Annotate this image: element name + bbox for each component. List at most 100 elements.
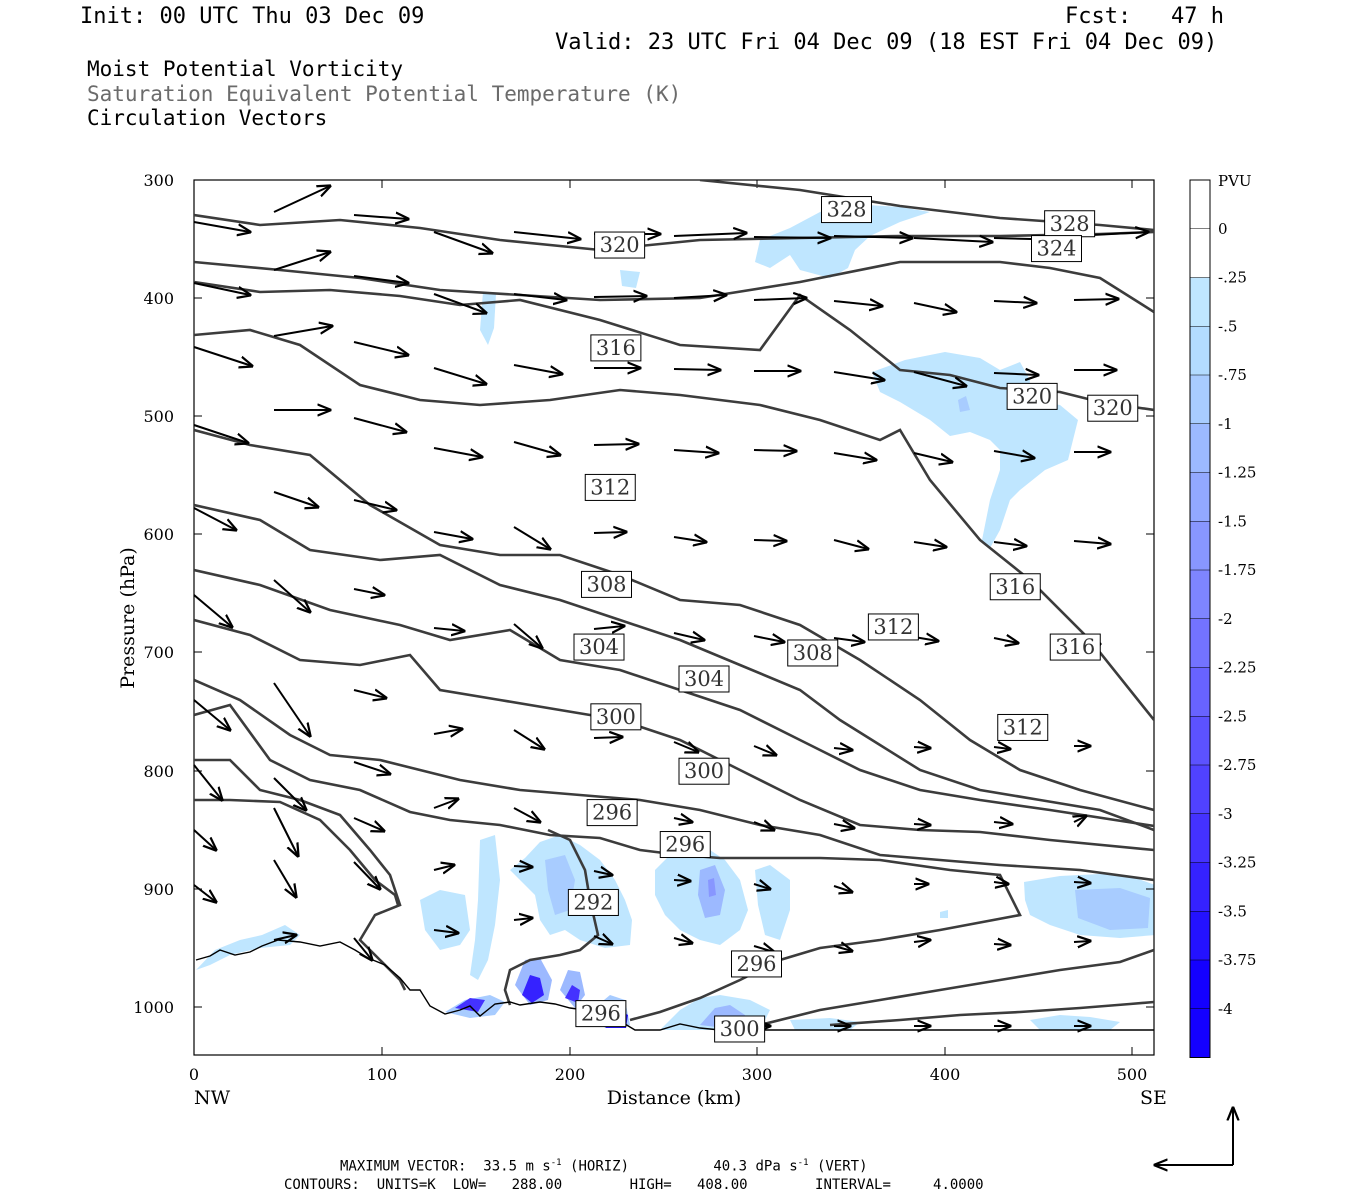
contour-label-box — [594, 231, 646, 259]
max-vector-line: MAXIMUM VECTOR: 33.5 m s-1 (HORIZ) 40.3 … — [340, 1158, 868, 1175]
contour-label-box — [573, 633, 625, 661]
y-tick-label: 900 — [143, 880, 174, 899]
colorbar-swatch — [1190, 228, 1210, 278]
contour-label: 328 — [1050, 212, 1090, 236]
y-tick-label: 700 — [143, 643, 174, 662]
colorbar-label: -4 — [1218, 1000, 1233, 1018]
colorbar-swatch — [1190, 570, 1210, 619]
contour-label-box — [659, 831, 711, 859]
contour-label: 308 — [586, 572, 626, 596]
colorbar-swatch — [1190, 423, 1210, 473]
contour-label: 296 — [581, 1002, 621, 1026]
circulation-vectors — [193, 186, 1148, 1026]
colorbar-label: -3 — [1218, 805, 1233, 823]
colorbar-label: -3.75 — [1218, 951, 1256, 969]
contour-label: 320 — [1012, 384, 1052, 408]
x-tick-label: 500 — [1117, 1065, 1148, 1084]
colorbar-swatch — [1190, 326, 1210, 375]
contour-label: 316 — [995, 575, 1035, 599]
contour-label-box — [1049, 633, 1101, 661]
colorbar-label: -2.25 — [1218, 659, 1256, 677]
colorbar-swatch — [1190, 765, 1210, 814]
colorbar-swatch — [1190, 521, 1210, 570]
nw-label: NW — [194, 1087, 231, 1109]
colorbar-label: -2.5 — [1218, 707, 1247, 725]
contour-label-box — [821, 196, 872, 224]
contour-label-box — [714, 1015, 766, 1043]
colorbar-swatch — [1190, 1008, 1210, 1058]
contour-label: 300 — [596, 705, 636, 729]
colorbar-label: -1 — [1218, 415, 1233, 433]
contour-label: 304 — [579, 635, 619, 659]
contour-label: 324 — [1036, 237, 1076, 261]
colorbar-label: -3.5 — [1218, 902, 1247, 920]
contour-label: 300 — [684, 759, 724, 783]
contour-label: 320 — [1093, 396, 1133, 420]
colorbar-label: -.75 — [1218, 366, 1247, 384]
colorbar-swatch — [1190, 618, 1210, 668]
colorbar-swatch — [1190, 911, 1210, 960]
colorbar-swatch — [1190, 180, 1210, 229]
pv-colorbar: 0 -.25 -.5 -.75 -1 -1.25 -1.5 -1.75 -2 -2.25 -2.5 -… — [1189, 179, 1256, 1058]
contour-label-box — [867, 613, 919, 641]
contours-info: CONTOURS: UNITS=K LOW= 288.00 HIGH= 408.… — [284, 1177, 984, 1193]
contour-label: 312 — [1003, 715, 1043, 739]
colorbar-label: -.5 — [1218, 317, 1237, 335]
colorbar-label: -.25 — [1218, 269, 1247, 287]
colorbar-unit: PVU — [1218, 172, 1252, 190]
valid-time: Valid: 23 UTC Fri 04 Dec 09 (18 EST Fri … — [555, 30, 1218, 55]
colorbar-swatch — [1190, 667, 1210, 717]
x-tick-label: 300 — [742, 1065, 773, 1084]
contour-label-box — [997, 713, 1049, 741]
contour-label-box — [731, 950, 782, 978]
reference-vector — [1155, 1108, 1233, 1165]
colorbar-label: 0 — [1218, 220, 1228, 238]
contour-label-box — [581, 570, 632, 598]
contour-label: 292 — [573, 890, 613, 914]
contour-label: 304 — [684, 667, 724, 691]
contour-label-box — [586, 799, 638, 827]
contour-label-box — [590, 703, 642, 731]
se-label: SE — [1140, 1087, 1167, 1109]
contour-label-box — [678, 757, 730, 785]
y-tick-label: 400 — [143, 289, 174, 308]
contour-label: 296 — [592, 801, 632, 825]
colorbar-swatch — [1190, 862, 1210, 912]
contour-label: 296 — [665, 833, 705, 857]
y-tick-label: 300 — [143, 171, 174, 190]
contour-label: 316 — [1055, 635, 1095, 659]
field-title-mpv: Moist Potential Vorticity — [87, 57, 404, 81]
axis-ticks — [193, 180, 1154, 1055]
contour-label-box — [1006, 382, 1058, 410]
colorbar-swatch — [1190, 472, 1210, 522]
contour-label-box — [1044, 210, 1096, 238]
contour-label: 312 — [873, 615, 913, 639]
contour-label-box — [1087, 394, 1139, 422]
colorbar-label: -2 — [1218, 610, 1233, 628]
contour-label-box — [575, 1000, 627, 1028]
colorbar-label: -1.5 — [1218, 512, 1247, 530]
contour-label-box — [567, 888, 619, 916]
colorbar-label: -2.75 — [1218, 756, 1256, 774]
forecast-hour: Fcst: 47 h — [1065, 4, 1224, 29]
mpv-shading — [196, 204, 1154, 1030]
x-tick-label: 400 — [930, 1065, 961, 1084]
colorbar-swatch — [1190, 716, 1210, 765]
y-tick-label: 600 — [143, 525, 174, 544]
contour-label: 316 — [596, 336, 636, 360]
contour-label-box — [678, 665, 730, 693]
contour-label: 320 — [600, 233, 640, 257]
y-tick-label: 800 — [143, 762, 174, 781]
contour-label: 300 — [720, 1017, 760, 1041]
x-tick-label: 100 — [367, 1065, 398, 1084]
colorbar-swatch — [1190, 813, 1210, 863]
plot-frame — [193, 179, 1155, 1056]
colorbar-label: -1.25 — [1218, 464, 1256, 482]
field-title-vectors: Circulation Vectors — [87, 106, 328, 130]
colorbar-swatch — [1190, 375, 1210, 424]
y-axis-label: Pressure (hPa) — [117, 547, 139, 689]
colorbar-swatch — [1190, 960, 1210, 1009]
field-title-theta-es: Saturation Equivalent Potential Temperat… — [87, 82, 682, 106]
contour-label: 308 — [793, 641, 833, 665]
